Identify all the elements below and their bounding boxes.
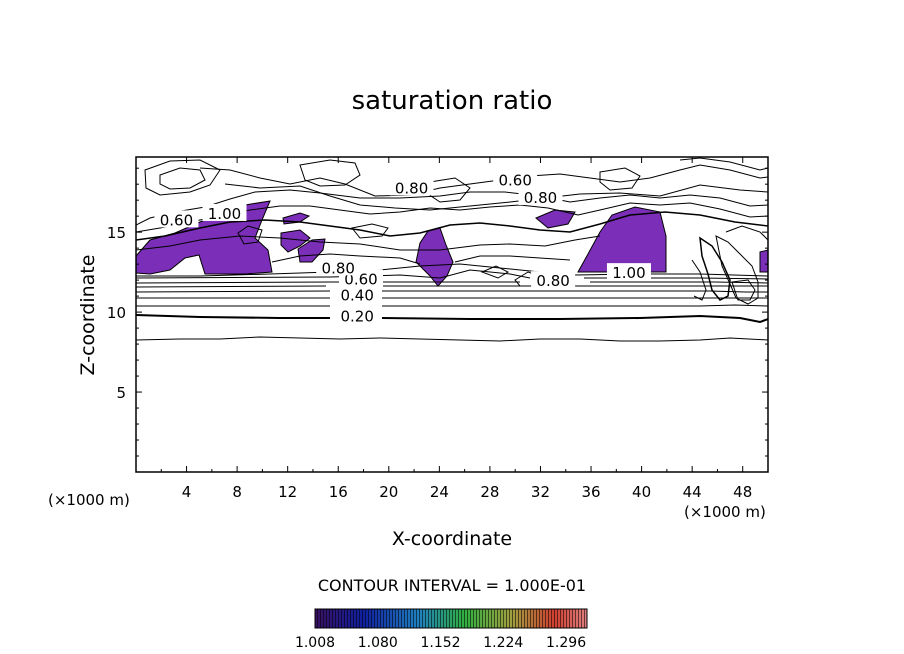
plot-frame	[135, 156, 769, 473]
x-tick-label: 44	[683, 483, 702, 501]
x-tick-label: 40	[632, 483, 651, 501]
contour-interval-text: CONTOUR INTERVAL = 1.000E-01	[317, 576, 587, 595]
contour-upper-outer	[144, 159, 221, 196]
shaded-region-small-b	[280, 229, 311, 253]
contour-band-c	[136, 211, 768, 241]
contour-closed-b	[427, 177, 471, 203]
x-tick-label: 4	[182, 483, 192, 501]
contour-closed-f	[480, 265, 510, 279]
plot-area	[136, 157, 768, 342]
contour-label: 0.20	[340, 307, 373, 325]
contour-label: 0.80	[536, 272, 569, 290]
y-tick-label: 10	[107, 304, 126, 322]
colorbar-labels: 1.008 1.080 1.152 1.224 1.296	[295, 635, 586, 651]
contour-label: 1.00	[612, 264, 645, 282]
shaded-region-center-small	[535, 209, 576, 229]
x-tick-label: 24	[430, 483, 449, 501]
contour-east-swirl-3	[731, 279, 756, 301]
x-tick-label: 32	[531, 483, 550, 501]
contour-cloud-top-right	[679, 157, 768, 171]
x-axis: 4 8 12 16 20 24 28 32 36 40 44 48	[160, 157, 752, 501]
contour-0.10	[136, 336, 768, 342]
contour-closed-d	[237, 225, 263, 245]
x-tick-label: 12	[278, 483, 297, 501]
contour-east-swirl-1	[699, 236, 731, 301]
shaded-region-center	[415, 227, 454, 287]
contour-label-bg	[493, 170, 538, 188]
contour-east-swirl-4	[725, 225, 768, 241]
contour-label: 0.40	[340, 287, 373, 305]
shaded-region-east	[577, 206, 667, 273]
contour-label: 0.60	[498, 171, 531, 189]
y-tick-label: 15	[107, 224, 126, 242]
contour-top-wave-2	[224, 183, 768, 211]
contour-label-bg	[335, 306, 380, 324]
contour-label-bg	[154, 210, 199, 228]
x-tick-label: 8	[232, 483, 242, 501]
contour-label: 0.80	[524, 189, 557, 207]
contour-0.60	[136, 285, 768, 288]
contour-label-bg	[531, 271, 576, 289]
contour-label-bg	[316, 258, 361, 276]
z-unit-label: (×1000 m)	[48, 491, 130, 509]
contour-east-swirl-5	[691, 259, 707, 301]
contour-closed-a	[299, 159, 361, 187]
y-tick-label: 5	[116, 384, 126, 402]
contour-label: 0.80	[395, 179, 428, 197]
x-tick-label: 48	[733, 483, 752, 501]
contour-closed-c	[599, 167, 641, 191]
contour-upper-ring	[159, 167, 206, 190]
chart-title: saturation ratio	[351, 86, 553, 116]
contour-label-bg	[518, 187, 563, 205]
y-axis: 5 10 15	[107, 167, 768, 457]
contour-label-bg	[389, 178, 434, 196]
contour-labels: 0.200.400.600.800.80 1.000.60 1.000.80 0.60…	[154, 170, 651, 325]
y-axis-label: Z-coordinate	[77, 254, 99, 376]
colorbar-label: 1.224	[483, 635, 523, 651]
supersaturation-shading	[136, 200, 768, 287]
shaded-region-mid	[297, 238, 326, 263]
x-tick-label: 16	[329, 483, 348, 501]
colorbar: 1.008 1.080 1.152 1.224 1.296	[295, 608, 588, 651]
x-tick-label: 36	[581, 483, 600, 501]
x-tick-label: 28	[480, 483, 499, 501]
contour-band-d	[136, 235, 601, 251]
contour-label-bg	[335, 285, 380, 303]
colorbar-label: 1.008	[295, 635, 335, 651]
contour-top-wave	[199, 164, 768, 197]
contour-label: 1.00	[208, 205, 241, 223]
contour-east-swirl-2	[715, 235, 759, 305]
x-unit-label: (×1000 m)	[684, 503, 766, 521]
contour-label: 0.80	[322, 259, 355, 277]
contour-0.30	[136, 304, 768, 307]
shaded-region-edge	[759, 249, 768, 273]
x-tick-label: 20	[379, 483, 398, 501]
contour-label-bg	[202, 203, 247, 221]
x-axis-label: X-coordinate	[391, 528, 513, 550]
contour-label: 0.60	[160, 211, 193, 229]
colorbar-label: 1.152	[420, 635, 460, 651]
contour-band-a	[136, 189, 768, 226]
contour-band-e	[271, 253, 571, 265]
colorbar-label: 1.080	[358, 635, 398, 651]
contour-0.50	[136, 290, 768, 293]
contour-0.70	[136, 281, 768, 284]
colorbar-stripes	[315, 609, 587, 628]
contour-0.20	[136, 314, 768, 324]
colorbar-label: 1.296	[546, 635, 586, 651]
contour-closed-e	[351, 223, 389, 239]
contour-label-bg	[606, 263, 651, 281]
